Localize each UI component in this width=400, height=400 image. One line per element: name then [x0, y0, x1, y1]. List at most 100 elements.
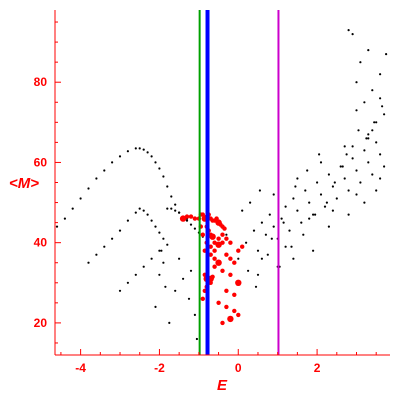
data-point — [359, 181, 362, 184]
data-point — [245, 241, 248, 244]
series-layer — [55, 29, 388, 341]
data-point — [363, 101, 366, 104]
data-point — [225, 233, 228, 236]
data-point — [379, 153, 382, 156]
data-point — [306, 169, 309, 172]
data-point — [134, 211, 137, 214]
data-point — [166, 207, 169, 210]
data-point — [260, 257, 263, 260]
data-point — [103, 169, 106, 172]
data-point — [208, 244, 213, 249]
data-point — [260, 221, 263, 224]
data-point — [220, 268, 225, 273]
data-point — [351, 145, 354, 148]
data-point — [331, 209, 334, 212]
data-point — [280, 217, 283, 220]
data-point — [347, 189, 350, 192]
data-point — [138, 207, 141, 210]
data-point — [373, 121, 376, 124]
data-point — [220, 240, 225, 245]
data-point — [146, 151, 149, 154]
data-point — [228, 240, 233, 245]
data-point — [365, 137, 368, 140]
x-tick-label: -4 — [75, 361, 86, 375]
data-point — [158, 231, 161, 234]
data-point — [237, 257, 240, 260]
data-point — [222, 226, 227, 231]
data-point — [302, 233, 305, 236]
data-point — [240, 244, 245, 249]
data-point — [323, 205, 327, 208]
data-point — [103, 245, 106, 248]
x-tick-label: 2 — [314, 361, 321, 375]
data-point — [371, 89, 374, 92]
data-point — [236, 248, 241, 253]
data-point — [220, 320, 225, 326]
data-point — [367, 161, 370, 164]
data-point — [160, 249, 163, 252]
data-point — [193, 227, 196, 230]
data-point — [318, 153, 321, 156]
data-point — [189, 223, 193, 226]
data-point — [168, 321, 171, 324]
data-point — [170, 195, 173, 198]
data-point — [170, 207, 173, 210]
data-point — [236, 312, 241, 318]
data-point — [355, 81, 358, 84]
data-point — [258, 189, 261, 192]
data-point — [126, 150, 129, 153]
data-point — [95, 177, 98, 180]
data-point — [224, 288, 229, 293]
data-point — [325, 201, 328, 204]
series-1 — [225, 29, 388, 288]
data-point — [87, 261, 90, 264]
data-point — [256, 273, 260, 276]
data-point — [71, 207, 74, 210]
data-point — [150, 219, 153, 222]
data-point — [292, 257, 295, 260]
data-point — [316, 181, 319, 184]
data-point — [347, 213, 350, 216]
data-point — [319, 161, 323, 164]
data-point — [314, 213, 317, 216]
data-point — [150, 155, 153, 158]
data-point — [235, 279, 242, 286]
data-point — [189, 269, 193, 272]
y-tick-label: 60 — [34, 155, 48, 169]
data-point — [228, 272, 233, 277]
data-point — [126, 281, 129, 284]
data-point — [215, 259, 222, 266]
data-point — [224, 236, 229, 241]
data-point — [174, 203, 177, 206]
data-point — [166, 243, 169, 246]
data-point — [379, 177, 382, 180]
data-point — [351, 33, 354, 36]
data-point — [292, 197, 295, 200]
data-point — [134, 273, 137, 276]
data-point — [224, 252, 229, 257]
data-point — [375, 189, 378, 192]
data-point — [154, 305, 157, 308]
data-point — [150, 257, 153, 260]
data-point — [359, 61, 362, 64]
data-point — [164, 285, 167, 288]
data-point — [162, 175, 165, 178]
data-point — [184, 214, 190, 219]
data-point — [288, 229, 291, 232]
data-point — [146, 213, 149, 216]
data-point — [142, 148, 145, 151]
data-point — [188, 214, 194, 219]
data-point — [341, 165, 344, 168]
data-point — [247, 269, 250, 272]
data-point — [367, 133, 370, 136]
data-point — [304, 189, 307, 192]
data-point — [333, 181, 336, 184]
data-point — [158, 249, 161, 252]
data-point — [357, 129, 360, 132]
data-point — [312, 249, 315, 252]
data-point — [212, 256, 217, 261]
data-point — [178, 211, 181, 214]
data-point — [375, 141, 378, 144]
data-point — [284, 205, 287, 208]
